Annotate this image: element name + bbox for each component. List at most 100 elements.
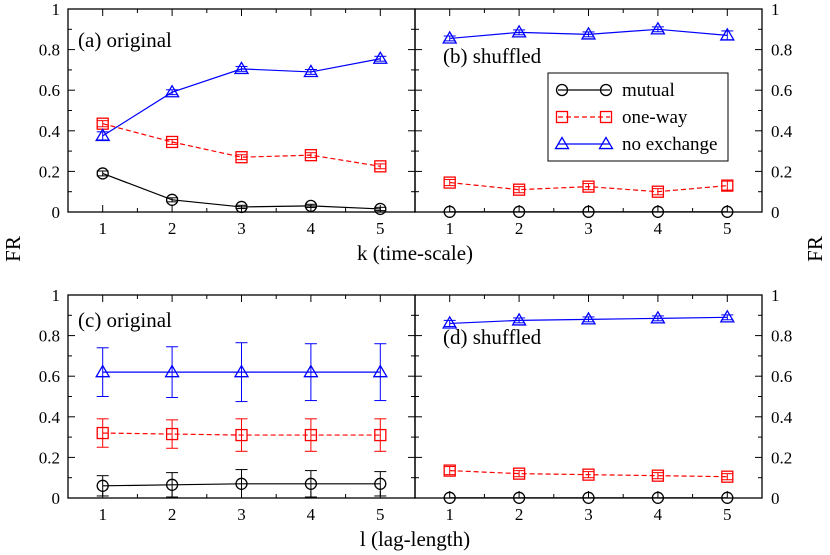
series-one-way (96, 117, 387, 173)
y-tick-label: 0.4 (39, 408, 61, 427)
data-point-no-exchange (719, 27, 735, 41)
x-tick-label: 2 (168, 219, 177, 238)
data-point-one-way (721, 470, 734, 483)
x-tick-label: 1 (98, 505, 107, 524)
data-point-one-way (651, 185, 665, 198)
y-tick-label: 0.2 (39, 162, 60, 181)
data-point-one-way (374, 160, 387, 173)
y-tick-label: 0.6 (771, 367, 792, 386)
panel-bottom-left: 1 2 3 4 5 0 0.2 0.4 0.6 0.8 1 l (lag-length) (c) ori… (39, 286, 470, 551)
y-tick-label: 1 (52, 0, 61, 19)
y-tick-label: 0.2 (771, 162, 792, 181)
data-point-mutual (582, 491, 595, 504)
y-tick-label: 0 (52, 489, 61, 508)
data-point-one-way (165, 427, 179, 441)
data-point-mutual (165, 478, 179, 491)
x-tick-label: 2 (515, 219, 524, 238)
y-axis-label-right: FR (803, 236, 827, 262)
y-tick-label: 0 (771, 203, 780, 222)
legend-marker (554, 136, 570, 150)
series-no-exchange (95, 342, 388, 403)
legend-marker (599, 110, 613, 124)
data-point-mutual (651, 205, 665, 218)
data-point-no-exchange (233, 61, 250, 75)
x-tick-label: 5 (376, 219, 385, 238)
x-tick-label: 3 (584, 219, 593, 238)
data-point-mutual (443, 491, 456, 504)
data-point-one-way (582, 180, 595, 193)
data-point-mutual (165, 193, 179, 206)
data-point-no-exchange (442, 30, 458, 44)
data-point-one-way (304, 149, 318, 162)
panel-label: (c) original (78, 308, 172, 332)
data-point-no-exchange (95, 128, 111, 142)
data-point-no-exchange (164, 84, 180, 98)
series-mutual (96, 469, 387, 499)
data-point-mutual (96, 167, 109, 180)
series-one-way (443, 176, 734, 198)
data-point-no-exchange (719, 309, 735, 323)
panels: 1 2 3 4 5 0 0.2 0.4 0.6 0.8 1 k (time-scale) (a) ori… (39, 0, 793, 551)
data-point-mutual (374, 202, 387, 216)
series-no-exchange (442, 309, 735, 329)
y-tick-label: 0.6 (771, 81, 792, 100)
x-tick-label: 5 (376, 505, 385, 524)
y-tick-label: 0 (771, 489, 780, 508)
series-no-exchange (95, 50, 388, 142)
x-axis-label: l (lag-length) (360, 527, 470, 551)
series-mutual (96, 167, 387, 216)
x-tick-label: 2 (515, 505, 524, 524)
data-point-no-exchange (580, 311, 597, 325)
data-point-no-exchange (511, 24, 527, 38)
data-point-mutual (374, 477, 387, 490)
panel-label: (d) shuffled (443, 325, 542, 349)
data-point-mutual (235, 477, 248, 490)
data-point-mutual (721, 205, 734, 218)
legend-marker (599, 83, 613, 97)
legend-label-mutual: mutual (622, 80, 675, 101)
data-point-mutual (721, 491, 734, 504)
x-tick-label: 4 (307, 219, 316, 238)
data-point-mutual (304, 477, 318, 490)
y-tick-label: 1 (52, 286, 61, 305)
data-point-one-way (304, 428, 318, 442)
data-point-one-way (512, 467, 526, 480)
y-tick-label: 0.4 (771, 408, 793, 427)
data-point-one-way (582, 468, 595, 481)
y-tick-label: 0 (52, 203, 61, 222)
data-point-mutual (235, 200, 248, 214)
y-tick-label: 0.2 (39, 448, 60, 467)
data-point-no-exchange (303, 364, 319, 378)
data-point-no-exchange (164, 364, 180, 378)
panel-label: (a) original (78, 28, 172, 52)
data-point-no-exchange (511, 312, 527, 326)
x-tick-label: 4 (307, 505, 316, 524)
y-tick-label: 1 (771, 0, 780, 19)
x-tick-label: 4 (654, 505, 663, 524)
data-point-one-way (374, 428, 387, 442)
y-tick-label: 0.6 (39, 81, 60, 100)
series-line-mutual (102, 172, 381, 210)
legend-marker (555, 110, 569, 124)
x-tick-label: 4 (654, 219, 663, 238)
legend-marker (555, 83, 569, 97)
data-point-no-exchange (95, 364, 111, 378)
y-tick-label: 0.2 (771, 448, 792, 467)
data-point-one-way (235, 428, 248, 442)
data-point-no-exchange (580, 26, 597, 40)
x-tick-label: 3 (237, 505, 246, 524)
data-point-one-way (235, 151, 248, 164)
panel-top-right: 1 2 3 4 5 0 0.2 0.4 0.6 0.8 1 (b) shuffled mutual one… (414, 0, 793, 238)
x-tick-label: 5 (723, 505, 732, 524)
data-point-mutual (96, 479, 109, 492)
data-point-mutual (304, 199, 318, 213)
panel-label: (b) shuffled (443, 44, 542, 68)
y-tick-label: 0.8 (39, 41, 60, 60)
x-tick-label: 2 (168, 505, 177, 524)
data-point-one-way (721, 179, 734, 192)
y-axis-label-left: FR (1, 236, 25, 262)
x-tick-label: 1 (98, 219, 107, 238)
series-mutual (443, 491, 734, 504)
series-no-exchange (442, 21, 735, 44)
